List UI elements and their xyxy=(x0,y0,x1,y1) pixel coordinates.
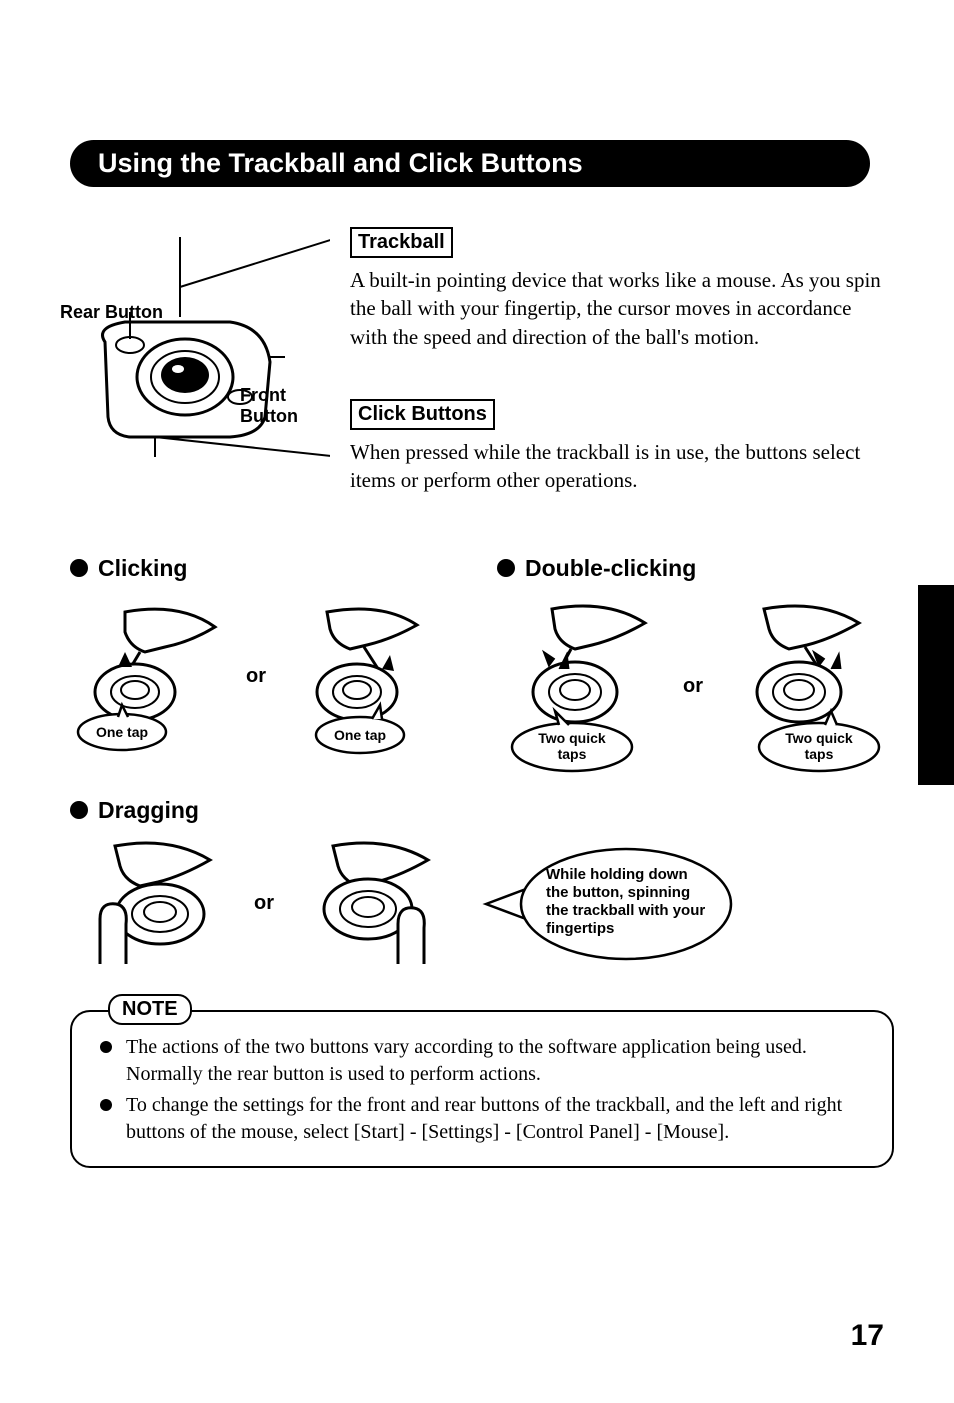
dragging-bubble-text: While holding down the button, spinning … xyxy=(546,866,711,938)
svg-text:Two quick: Two quick xyxy=(538,730,606,746)
note-box: NOTE The actions of the two buttons vary… xyxy=(70,1010,894,1168)
bullet-icon xyxy=(70,559,88,577)
clicking-gesture-a-icon: One tap xyxy=(70,597,230,757)
clicking-gesture-b-icon: One tap xyxy=(282,597,442,757)
trackball-heading-box: Trackball xyxy=(350,227,453,258)
double-clicking-heading-text: Double-clicking xyxy=(525,555,696,582)
or-label: or xyxy=(254,892,274,915)
dragging-gesture-a-icon xyxy=(70,834,230,974)
or-label: or xyxy=(246,665,266,688)
click-buttons-description: When pressed while the trackball is in u… xyxy=(350,438,894,495)
trackball-description: A built-in pointing device that works li… xyxy=(350,266,894,351)
front-button-label: Front Button xyxy=(240,385,330,427)
dblclick-gesture-a-icon: Two quick taps xyxy=(497,597,667,777)
dragging-heading: Dragging xyxy=(70,797,894,824)
dblclick-gesture-b-icon: Two quick taps xyxy=(719,597,889,777)
dragging-bubble-icon: While holding down the button, spinning … xyxy=(476,834,736,974)
double-clicking-heading: Double-clicking xyxy=(497,555,894,582)
clicking-heading-text: Clicking xyxy=(98,555,187,582)
clicking-heading: Clicking xyxy=(70,555,467,582)
or-label: or xyxy=(683,675,703,698)
trackball-diagram: Rear Button Front Button xyxy=(70,227,330,515)
bullet-icon xyxy=(497,559,515,577)
click-buttons-heading-box: Click Buttons xyxy=(350,399,495,430)
note-item: To change the settings for the front and… xyxy=(100,1092,872,1146)
note-item: The actions of the two buttons vary acco… xyxy=(100,1034,872,1088)
dragging-gesture-b-icon xyxy=(298,834,458,974)
svg-text:taps: taps xyxy=(805,746,834,762)
bullet-icon xyxy=(70,801,88,819)
page-number: 17 xyxy=(851,1319,884,1353)
svg-text:One tap: One tap xyxy=(96,724,148,740)
svg-text:Two quick: Two quick xyxy=(785,730,853,746)
section-title: Using the Trackball and Click Buttons xyxy=(70,140,870,187)
rear-button-label: Rear Button xyxy=(60,302,163,323)
svg-text:taps: taps xyxy=(558,746,587,762)
trackball-device-icon xyxy=(70,227,330,467)
svg-text:One tap: One tap xyxy=(334,727,386,743)
note-tab: NOTE xyxy=(108,994,192,1025)
thumb-index-tab xyxy=(918,585,954,785)
dragging-heading-text: Dragging xyxy=(98,797,199,824)
